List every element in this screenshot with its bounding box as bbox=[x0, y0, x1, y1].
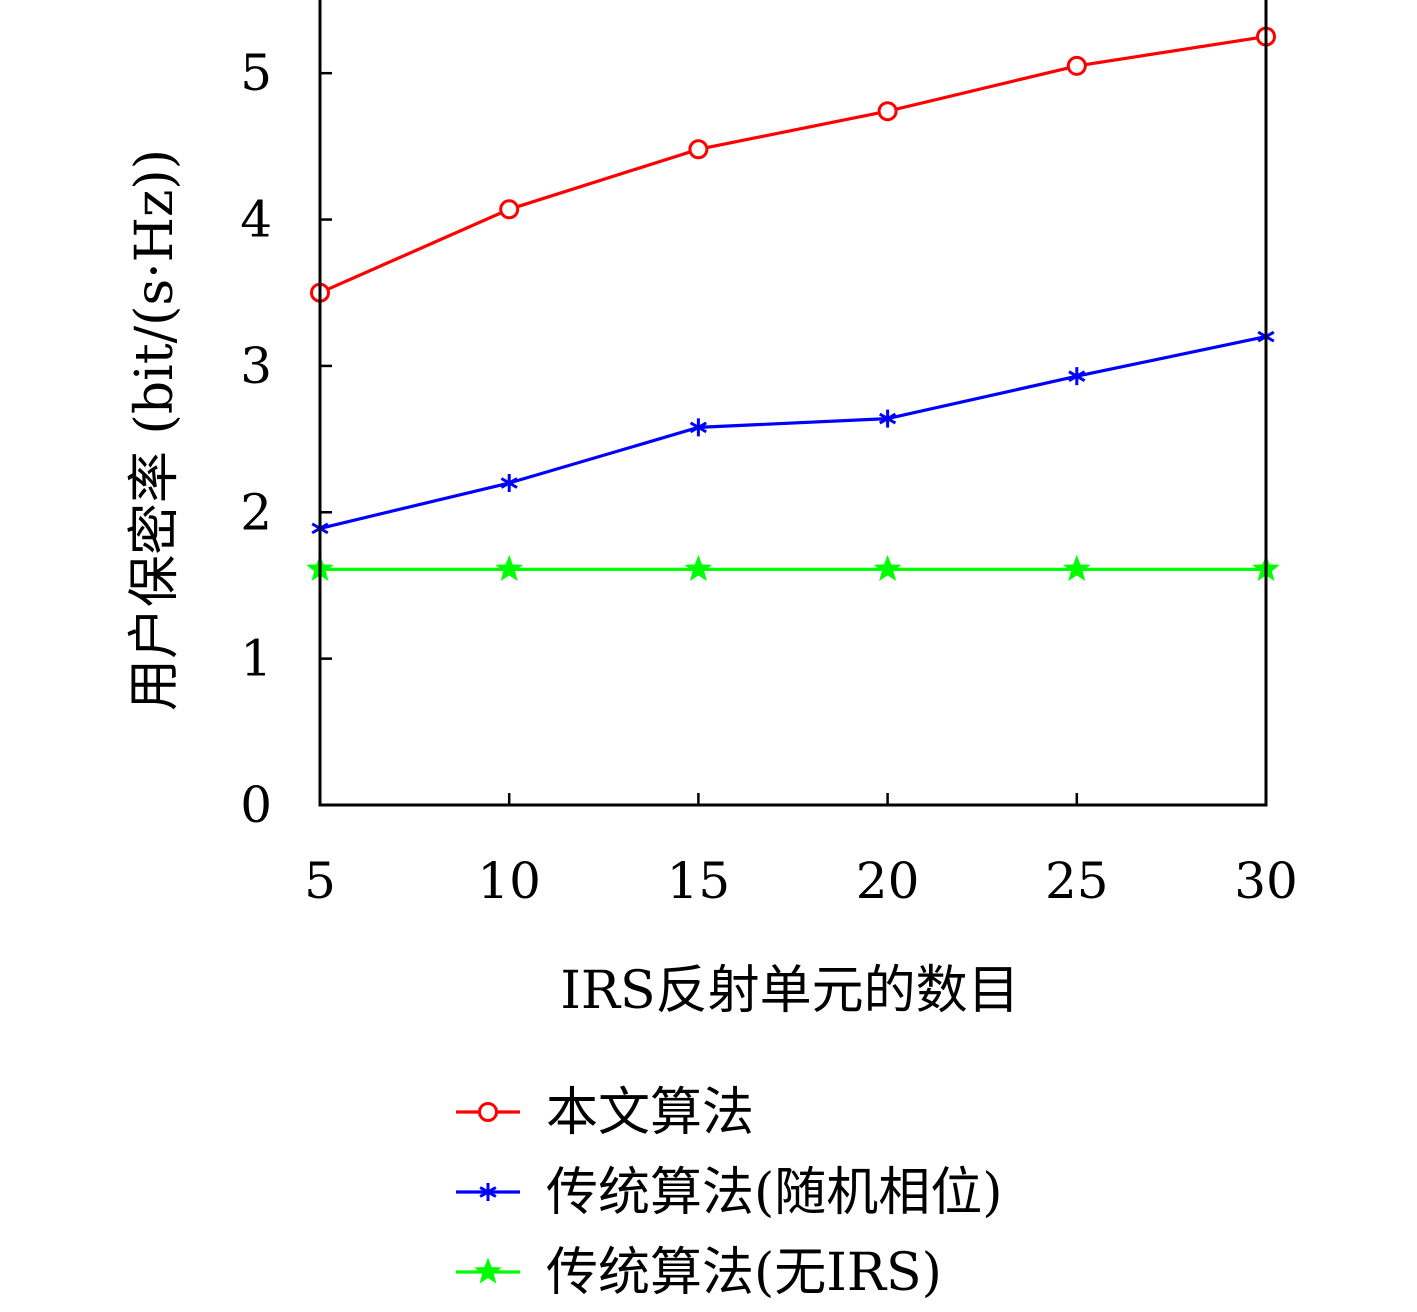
y-tick-label: 0 bbox=[240, 776, 272, 834]
legend-label: 本文算法 bbox=[546, 1083, 754, 1143]
y-tick-label: 4 bbox=[240, 191, 272, 249]
x-tick-label: 15 bbox=[667, 852, 731, 910]
legend-label: 传统算法(随机相位) bbox=[546, 1163, 1003, 1223]
series-line bbox=[319, 35, 1267, 295]
legend-item: 本文算法 bbox=[456, 1083, 754, 1143]
legend-item: 传统算法(随机相位) bbox=[456, 1163, 1003, 1223]
series-0 bbox=[310, 26, 1276, 303]
data-point bbox=[879, 409, 897, 428]
x-tick-label: 30 bbox=[1234, 852, 1298, 910]
data-point bbox=[873, 554, 902, 582]
legend-item: 传统算法(无IRS) bbox=[456, 1243, 942, 1303]
legend-label: 传统算法(无IRS) bbox=[546, 1243, 942, 1303]
series-1 bbox=[311, 327, 1275, 538]
x-tick-label: 10 bbox=[477, 852, 541, 910]
x-tick-label: 20 bbox=[856, 852, 920, 910]
data-point bbox=[495, 554, 523, 582]
series-line bbox=[319, 335, 1267, 530]
data-point bbox=[499, 199, 520, 220]
x-axis-ticks: 5 10 15 20 25 30 bbox=[304, 793, 1298, 910]
y-tick-label: 2 bbox=[240, 483, 272, 541]
data-point bbox=[1066, 55, 1087, 76]
data-point bbox=[500, 474, 518, 492]
y-tick-label: 3 bbox=[240, 337, 272, 395]
data-point bbox=[1068, 367, 1086, 386]
plot-frame bbox=[318, 0, 1268, 807]
x-tick-label: 5 bbox=[304, 852, 336, 910]
legend-marker bbox=[474, 1257, 502, 1284]
y-axis-ticks: 0 1 2 3 4 5 bbox=[240, 44, 332, 834]
data-point bbox=[684, 554, 713, 582]
series-2 bbox=[306, 554, 1280, 582]
x-tick-label: 25 bbox=[1045, 852, 1109, 910]
data-point bbox=[1063, 554, 1091, 582]
y-axis-label: 用户保密率 (bit/(s·Hz)) bbox=[125, 149, 185, 711]
data-point bbox=[877, 101, 898, 122]
legend-marker bbox=[478, 1102, 498, 1122]
data-point bbox=[688, 139, 709, 160]
series-layer bbox=[306, 26, 1280, 582]
x-axis-label: IRS反射单元的数目 bbox=[560, 961, 1019, 1021]
legend-marker bbox=[479, 1183, 497, 1201]
y-tick-label: 1 bbox=[240, 630, 272, 688]
data-point bbox=[689, 418, 707, 437]
y-tick-label: 5 bbox=[240, 44, 272, 102]
